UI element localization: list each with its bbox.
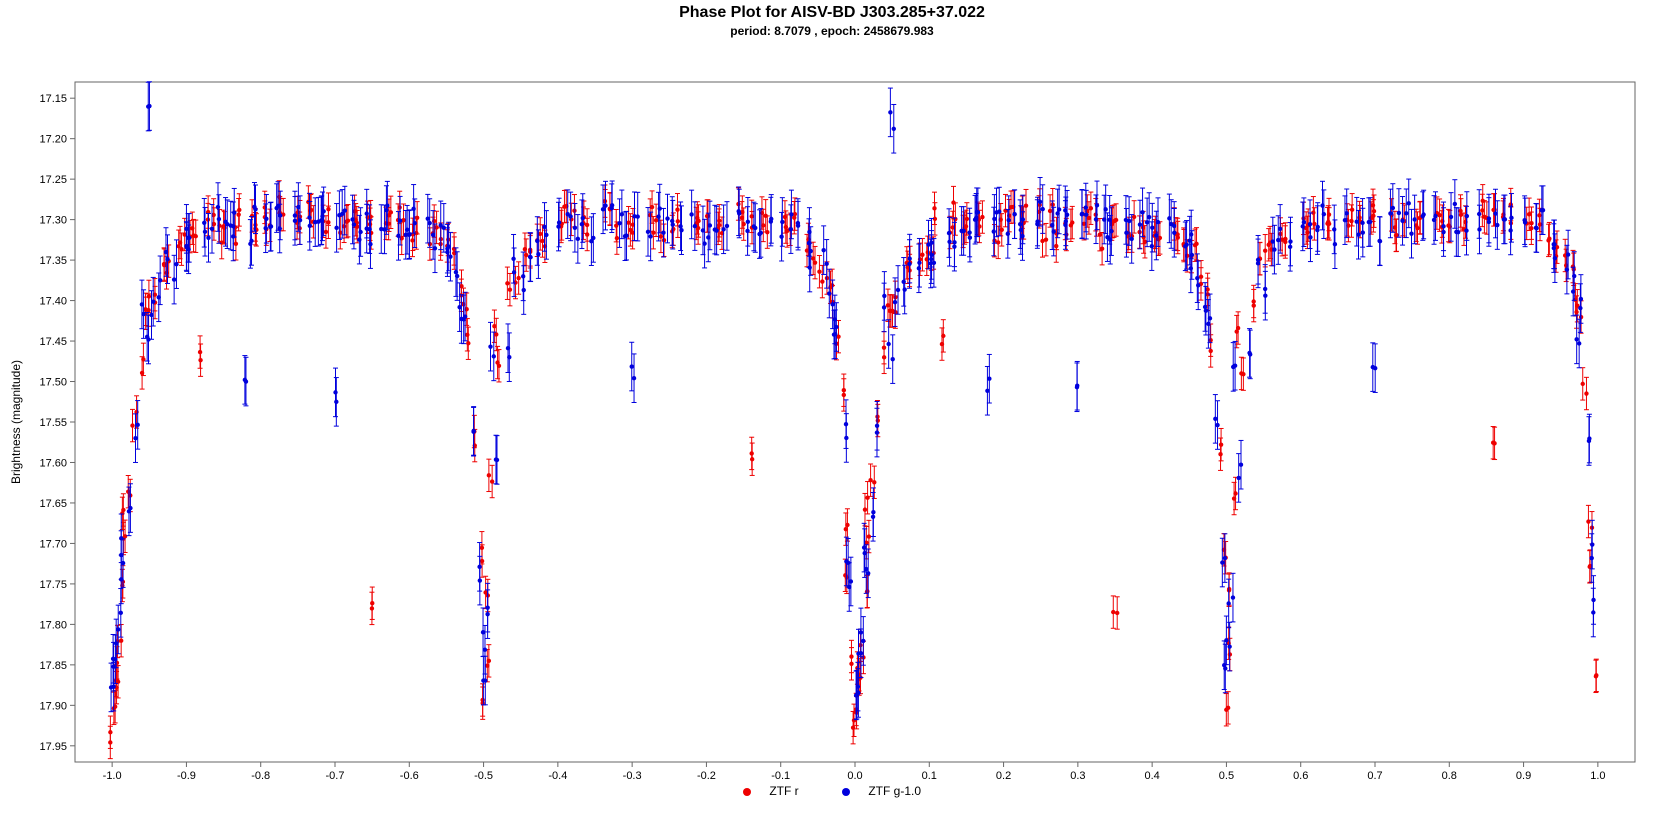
y-tick-label: 17.90 (39, 700, 67, 712)
x-tick-label: -0.6 (400, 770, 419, 782)
x-tick-label: 0.3 (1070, 770, 1085, 782)
x-tick-label: -1.0 (103, 770, 122, 782)
y-tick-label: 17.45 (39, 336, 67, 348)
x-tick-label: -0.7 (326, 770, 345, 782)
x-tick-label: 1.0 (1590, 770, 1605, 782)
chart-subtitle: period: 8.7079 , epoch: 2458679.983 (0, 24, 1664, 38)
legend-label-ztf-r: ZTF r (769, 784, 798, 798)
y-tick-label: 17.55 (39, 417, 67, 429)
y-tick-label: 17.25 (39, 174, 67, 186)
phase-plot-svg: -1.0 -0.9 -0.8 -0.7 -0.6 -0.5 -0.4 -0.3 -0.2 -0.1… (0, 38, 1664, 782)
y-tick-label: 17.15 (39, 93, 67, 105)
y-tick-label: 17.40 (39, 296, 67, 308)
y-tick-label: 17.95 (39, 741, 67, 753)
legend-label-ztf-g: ZTF g-1.0 (868, 784, 921, 798)
y-tick-label: 17.85 (39, 660, 67, 672)
legend-item-ztf-r: ZTF r (733, 784, 812, 798)
y-tick-label: 17.60 (39, 457, 67, 469)
x-tick-label: -0.8 (251, 770, 270, 782)
y-tick-label: 17.75 (39, 579, 67, 591)
y-axis-label: Brightness (magnitude) (9, 360, 23, 484)
legend-item-ztf-g: ZTF g-1.0 (832, 784, 931, 798)
x-tick-label: -0.3 (623, 770, 642, 782)
chart-title: Phase Plot for AISV-BD J303.285+37.022 (0, 4, 1664, 22)
x-tick-label: 0.8 (1442, 770, 1457, 782)
x-tick-label: -0.9 (177, 770, 196, 782)
x-tick-label: 0.7 (1367, 770, 1382, 782)
x-tick-label: -0.5 (474, 770, 493, 782)
x-tick-label: -0.4 (548, 770, 567, 782)
legend-dot-ztf-r (743, 788, 751, 796)
plot-area (75, 82, 1635, 762)
y-tick-label: 17.30 (39, 215, 67, 227)
x-tick-label: 0.4 (1144, 770, 1159, 782)
x-tick-label: 0.5 (1219, 770, 1234, 782)
x-tick-label: 0.0 (847, 770, 862, 782)
legend-dot-ztf-g (842, 788, 850, 796)
y-tick-label: 17.80 (39, 619, 67, 631)
x-tick-label: -0.1 (771, 770, 790, 782)
x-tick-label: 0.9 (1516, 770, 1531, 782)
legend: ZTF r ZTF g-1.0 (0, 784, 1664, 798)
y-tick-label: 17.20 (39, 134, 67, 146)
x-tick-label: 0.6 (1293, 770, 1308, 782)
x-tick-label: -0.2 (697, 770, 716, 782)
x-tick-label: 0.2 (996, 770, 1011, 782)
y-tick-label: 17.50 (39, 377, 67, 389)
y-tick-label: 17.65 (39, 498, 67, 510)
y-tick-label: 17.70 (39, 538, 67, 550)
x-tick-label: 0.1 (922, 770, 937, 782)
y-tick-label: 17.35 (39, 255, 67, 267)
phase-plot-container: Phase Plot for AISV-BD J303.285+37.022 p… (0, 4, 1664, 798)
